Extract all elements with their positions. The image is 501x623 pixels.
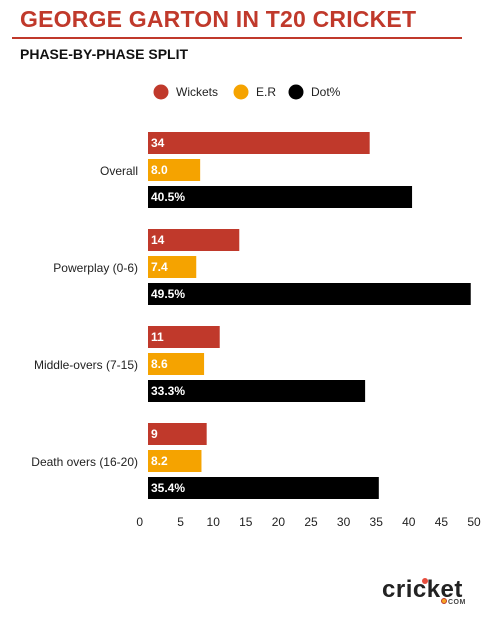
bar-1-2	[148, 159, 201, 181]
category-label-1: Overall	[100, 164, 138, 178]
legend-label-2: E.R	[256, 85, 276, 99]
category-label-2: Powerplay (0-6)	[53, 261, 138, 275]
bar-4-2	[148, 450, 202, 472]
data-label-2-3: 49.5%	[151, 287, 185, 301]
title-underline	[12, 37, 462, 39]
legend-label-1: Wickets	[176, 85, 218, 99]
chart-title: GEORGE GARTON IN T20 CRICKET	[20, 6, 417, 32]
data-label-4-2: 8.2	[151, 454, 168, 468]
legend-marker-3	[288, 84, 304, 100]
legend-marker-2	[233, 84, 249, 100]
bar-3-1	[148, 326, 220, 348]
data-label-1-3: 40.5%	[151, 190, 185, 204]
x-tick-label-2: 5	[177, 515, 184, 529]
bar-4-3	[148, 477, 379, 499]
legend-label-3: Dot%	[311, 85, 341, 99]
bar-2-2	[148, 256, 197, 278]
data-label-3-2: 8.6	[151, 357, 168, 371]
legend-marker-1	[153, 84, 169, 100]
bar-1-1	[148, 132, 370, 154]
bar-2-3	[148, 283, 471, 305]
bar-3-3	[148, 380, 366, 402]
data-label-2-2: 7.4	[151, 260, 168, 274]
category-label-3: Middle-overs (7-15)	[34, 358, 138, 372]
data-label-1-2: 8.0	[151, 163, 168, 177]
cricket-com-logo: cricket COM	[382, 576, 482, 608]
x-tick-label-10: 45	[435, 515, 449, 529]
chart-subtitle: PHASE-BY-PHASE SPLIT	[20, 46, 189, 62]
bar-1-3	[148, 186, 413, 208]
bar-2-1	[148, 229, 240, 251]
bar-3-2	[148, 353, 205, 375]
data-label-4-3: 35.4%	[151, 481, 185, 495]
data-label-4-1: 9	[151, 427, 158, 441]
data-label-3-3: 33.3%	[151, 384, 185, 398]
x-tick-label-6: 25	[304, 515, 318, 529]
x-tick-label-11: 50	[467, 515, 481, 529]
x-tick-label-7: 30	[337, 515, 351, 529]
x-tick-label-5: 20	[272, 515, 286, 529]
data-label-1-1: 34	[151, 136, 165, 150]
logo-suffix: COM	[448, 599, 466, 606]
category-label-4: Death overs (16-20)	[31, 455, 138, 469]
logo-ring-icon	[441, 598, 447, 604]
x-tick-label-4: 15	[239, 515, 253, 529]
data-label-2-1: 14	[151, 233, 165, 247]
x-tick-label-9: 40	[402, 515, 416, 529]
data-label-3-1: 11	[151, 330, 164, 344]
x-tick-label-3: 10	[207, 515, 221, 529]
bar-4-1	[148, 423, 207, 445]
x-tick-label-8: 35	[370, 515, 384, 529]
logo-dot	[422, 578, 428, 584]
x-tick-label-1: 0	[136, 515, 143, 529]
